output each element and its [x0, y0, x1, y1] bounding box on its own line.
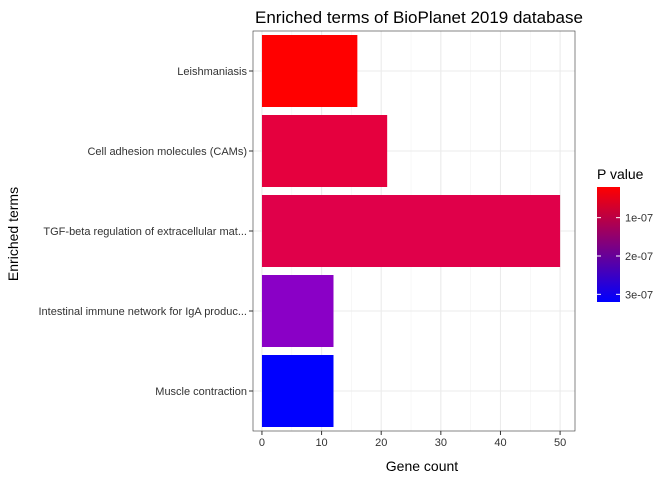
bar — [261, 275, 334, 347]
x-tick-label: 20 — [375, 437, 387, 449]
y-tick-label: TGF-beta regulation of extracellular mat… — [43, 226, 247, 238]
legend-title: P value — [597, 166, 644, 182]
bar — [261, 195, 561, 267]
bar — [261, 355, 334, 427]
legend: P value 1e-07 2e-07 3e-07 — [597, 166, 653, 302]
y-tick-label: Leishmaniasis — [177, 66, 247, 78]
y-tick-label: Intestinal immune network for IgA produc… — [39, 306, 248, 318]
y-axis-title: Enriched terms — [5, 187, 21, 281]
y-tick-label: Muscle contraction — [155, 386, 247, 398]
legend-label: 2e-07 — [625, 251, 653, 263]
x-tick-label: 50 — [554, 437, 566, 449]
bar — [261, 115, 388, 187]
x-tick-label: 10 — [315, 437, 327, 449]
chart-title: Enriched terms of BioPlanet 2019 databas… — [255, 8, 583, 27]
legend-colorbar — [597, 187, 620, 302]
legend-label: 3e-07 — [625, 289, 653, 301]
plot-area: Leishmaniasis Cell adhesion molecules (CA… — [39, 30, 576, 449]
x-tick-label: 30 — [435, 437, 447, 449]
bar — [261, 35, 358, 107]
x-axis-title: Gene count — [386, 458, 458, 474]
x-tick-label: 0 — [259, 437, 265, 449]
x-tick-label: 40 — [494, 437, 506, 449]
legend-label: 1e-07 — [625, 213, 653, 225]
y-tick-label: Cell adhesion molecules (CAMs) — [87, 146, 247, 158]
